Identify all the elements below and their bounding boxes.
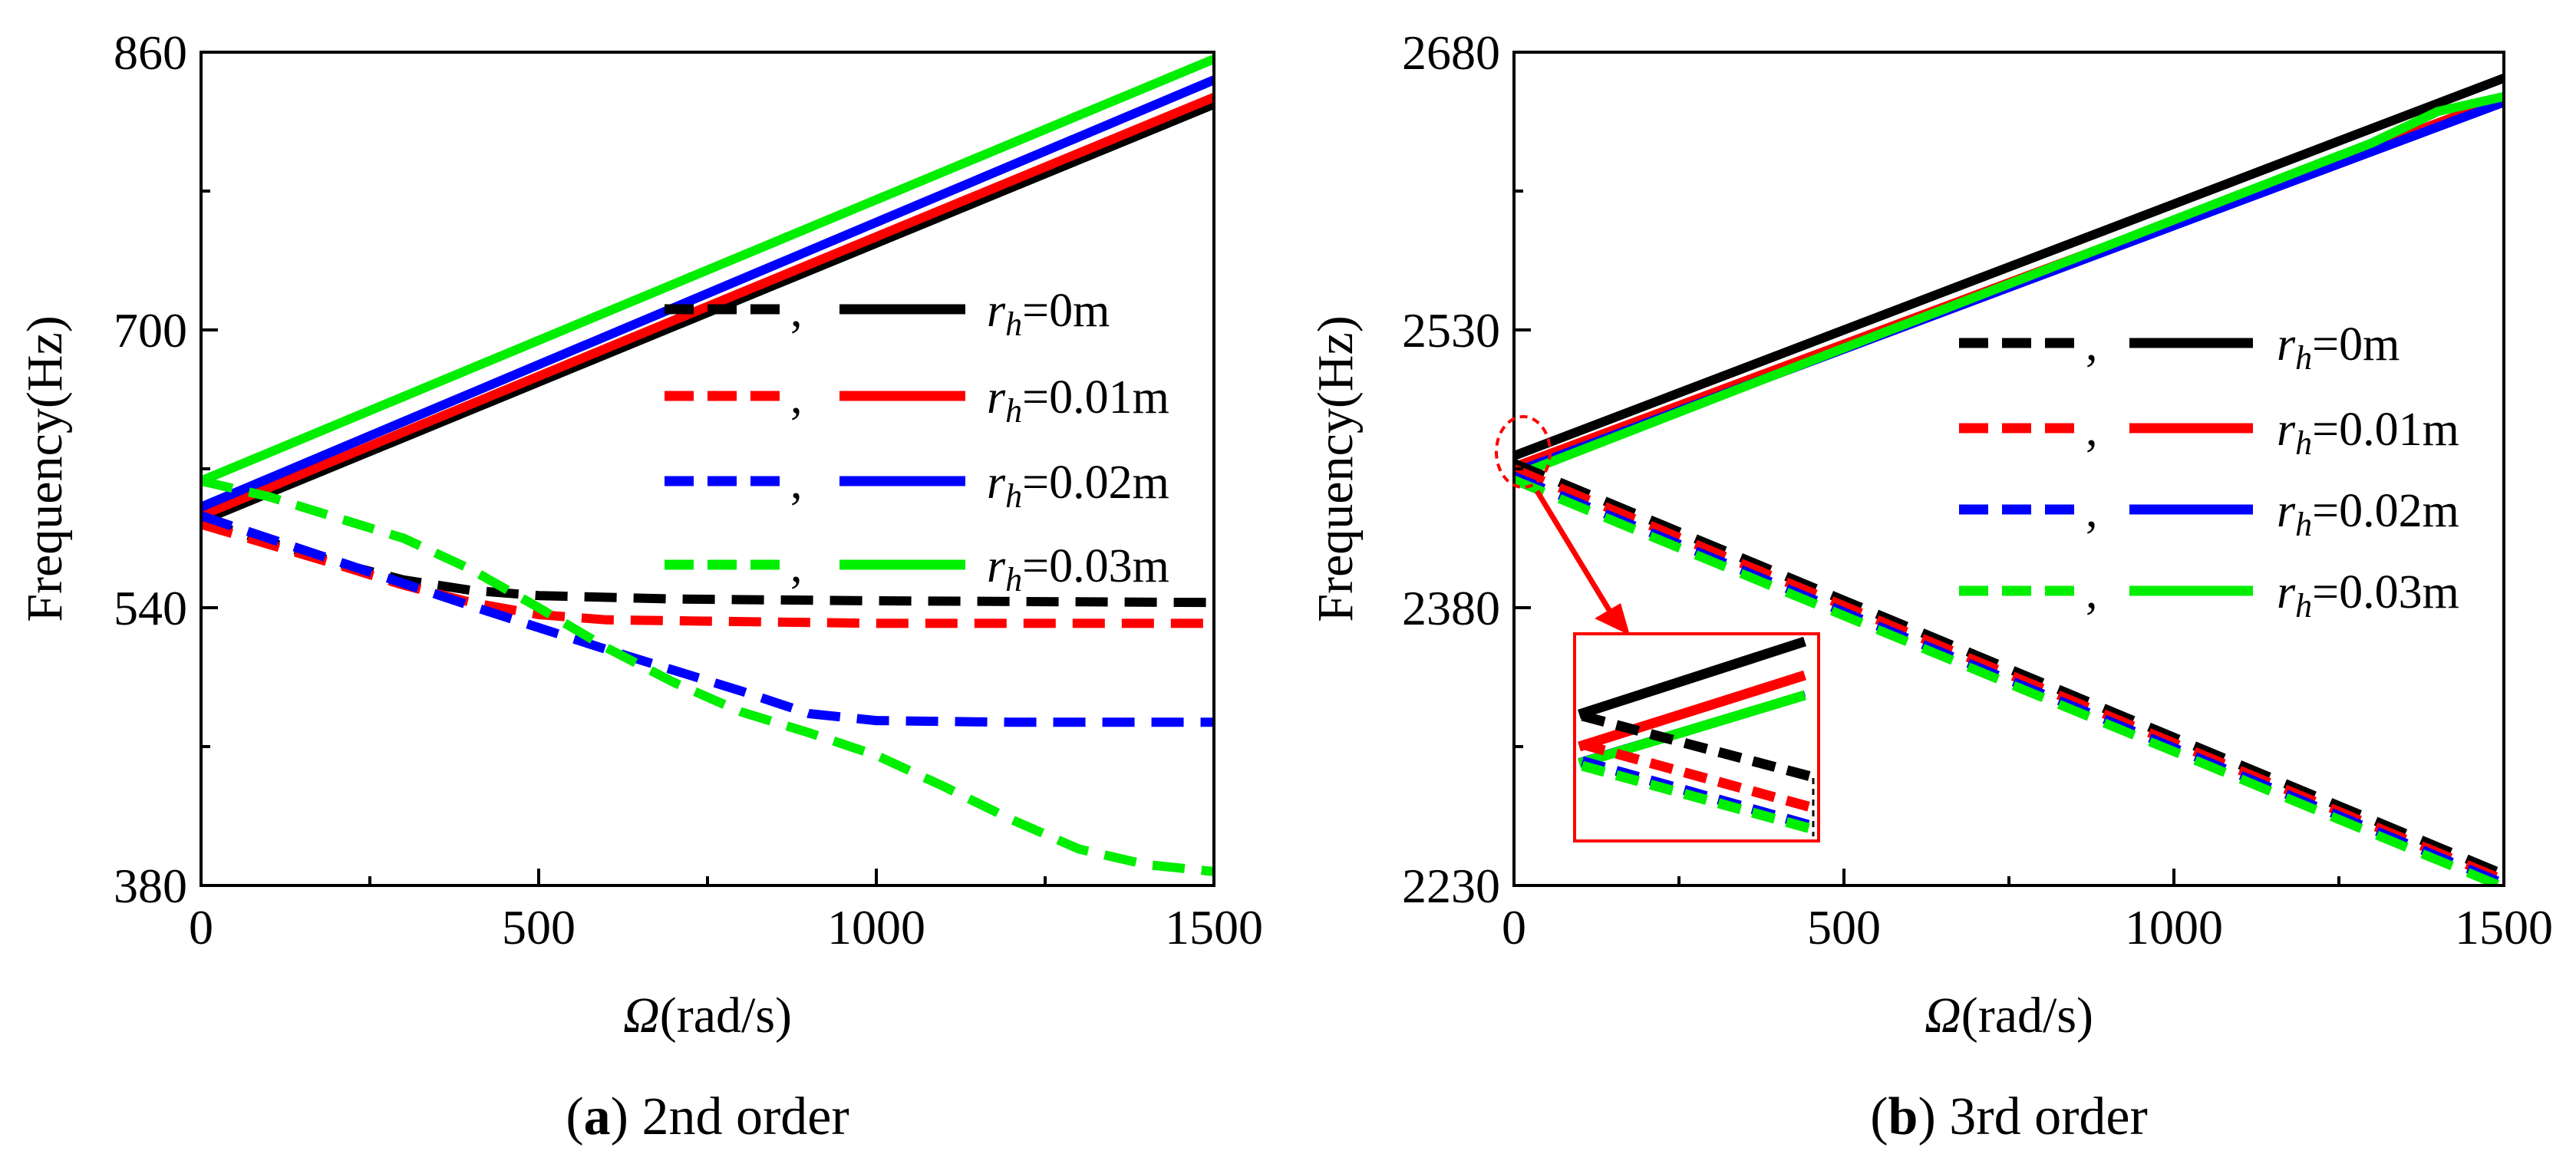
plot-a-ylabel: Frequency(Hz) [17, 315, 73, 622]
series-line-r-h-0-03m-forward [1514, 92, 2504, 481]
x-tick-label: 1500 [2455, 900, 2553, 955]
panel-2nd-order: 0 500 1000 1500 380 540 700 860 Frequency(Hz) Ω… [17, 25, 1263, 1146]
y-tick-label: 380 [114, 859, 187, 913]
legend-item: , rh=0.01m [665, 371, 1169, 430]
legend-label: rh=0.02m [987, 457, 1169, 515]
series-line-r-h-0-03m-forward [201, 54, 1214, 486]
panel-3rd-order: 0 500 1000 1500 2230 2380 2530 2680 Frequency(H… [1308, 25, 2553, 1146]
plot-a-ticks: 0 500 1000 1500 380 540 700 860 [114, 25, 1263, 955]
legend-label: rh=0.01m [2277, 404, 2459, 462]
legend-item: , rh=0.03m [1959, 566, 2459, 625]
series-line-r-h-0-02m-backward [201, 511, 1214, 727]
zoom-arrow [1535, 490, 1614, 615]
legend-separator: , [790, 540, 803, 592]
inset-line-red-solid [1578, 670, 1806, 752]
legend-label: rh=0.03m [2277, 566, 2459, 625]
legend-label: rh=0.03m [987, 540, 1169, 598]
legend-separator: , [790, 371, 803, 424]
inset-line-black-dashed [1581, 711, 1812, 782]
plot-b-legend: , rh=0m , rh=0.01m , rh=0.02m , rh=0.03 [1959, 318, 2459, 625]
legend-separator: , [2086, 566, 2098, 618]
y-tick-label: 700 [114, 303, 187, 358]
legend-item: , rh=0.02m [1959, 485, 2459, 543]
legend-item: , rh=0m [665, 285, 1110, 343]
plot-a-xlabel: Ω(rad/s) [623, 988, 792, 1044]
y-tick-label: 2230 [1402, 859, 1500, 913]
legend-label: rh=0m [2277, 318, 2400, 377]
caption-a: (a) 2nd order [566, 1087, 849, 1146]
series-line-r-h-0-02m-forward [201, 75, 1214, 512]
inset-line-red-dashed [1581, 739, 1812, 813]
x-tick-label: 500 [502, 900, 576, 955]
legend-item: , rh=0m [1959, 318, 2400, 377]
x-tick-label: 1000 [827, 900, 925, 955]
legend-label: rh=0m [987, 285, 1110, 343]
series-line-r-h-0m-backward [1514, 459, 2504, 879]
series-line-r-h-0-03m-backward [201, 476, 1214, 876]
plot-b-ylabel: Frequency(Hz) [1308, 315, 1364, 622]
y-tick-label: 540 [114, 581, 187, 635]
y-tick-label: 2380 [1402, 581, 1500, 635]
x-tick-label: 500 [1807, 900, 1881, 955]
legend-separator: , [790, 457, 803, 509]
x-tick-label: 0 [189, 900, 213, 955]
legend-label: rh=0.01m [987, 371, 1169, 430]
x-tick-label: 1500 [1165, 900, 1263, 955]
y-tick-label: 2680 [1402, 25, 1500, 80]
plot-b-xlabel: Ω(rad/s) [1925, 988, 2093, 1044]
zoom-region-marker [1495, 415, 1552, 489]
series-line-r-h-0-03m-backward [1514, 475, 2504, 885]
inset-line-green-dashed [1581, 760, 1812, 834]
inset-line-black-solid [1578, 636, 1806, 720]
y-tick-label: 860 [114, 25, 187, 80]
caption-b: (b) 3rd order [1870, 1087, 2148, 1146]
legend-item: , rh=0.02m [665, 457, 1169, 515]
x-tick-label: 0 [1502, 900, 1526, 955]
plot-a-legend: , rh=0m , rh=0.01m , rh=0.02m , rh=0.03 [665, 285, 1169, 598]
legend-label: rh=0.02m [2277, 485, 2459, 543]
inset-zoom [1573, 632, 1820, 842]
legend-item: , rh=0.01m [1959, 404, 2459, 462]
legend-separator: , [790, 285, 803, 337]
legend-separator: , [2086, 404, 2098, 456]
legend-separator: , [2086, 318, 2098, 371]
legend-separator: , [2086, 485, 2098, 537]
zoom-arrow-head [1595, 603, 1630, 635]
plot-b-series [1514, 74, 2504, 885]
series-line-r-h-0m-forward [1514, 74, 2504, 460]
legend-item: , rh=0.03m [665, 540, 1169, 598]
y-tick-label: 2530 [1402, 303, 1500, 358]
x-tick-label: 1000 [2125, 900, 2223, 955]
plot-a-series [201, 54, 1214, 876]
plot-b-ticks: 0 500 1000 1500 2230 2380 2530 2680 [1402, 25, 2553, 955]
